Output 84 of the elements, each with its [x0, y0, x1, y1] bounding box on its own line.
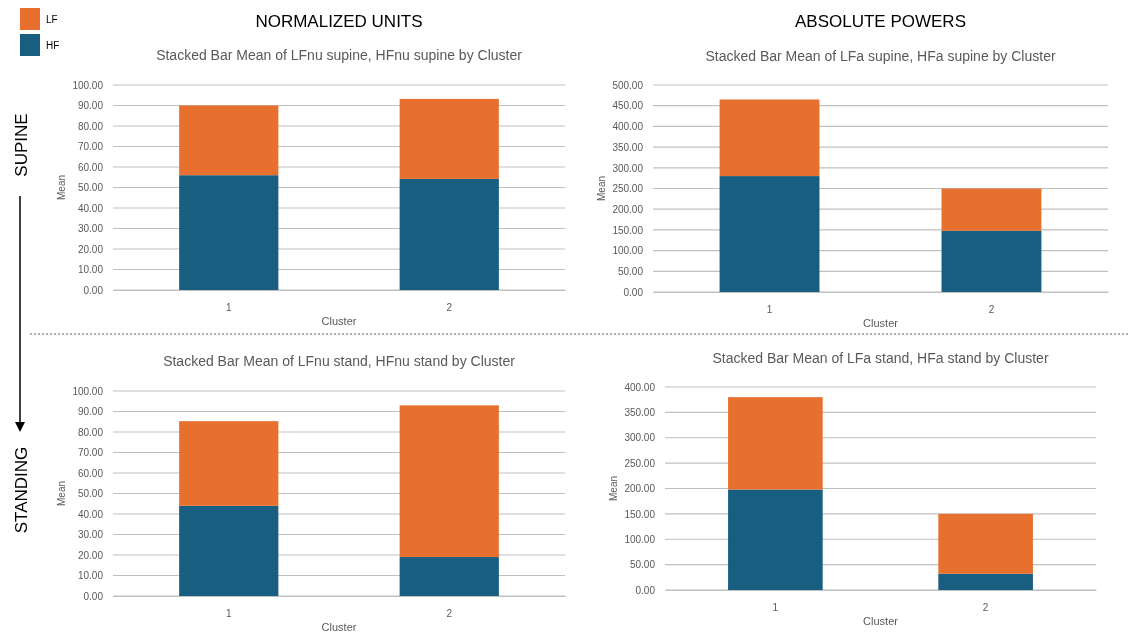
- bar: [728, 489, 823, 590]
- text: STANDING: [12, 446, 31, 534]
- y-tick-label: 10.00: [77, 570, 104, 582]
- chart-title: Stacked Bar Mean of LFa stand, HFa stand by Cluster: [712, 350, 1049, 366]
- y-tick-label: 250.00: [624, 457, 656, 469]
- bar: [938, 573, 1033, 590]
- x-axis-title: Cluster: [863, 615, 899, 627]
- y-tick-label: 70.00: [77, 447, 104, 459]
- y-tick-label: 60.00: [77, 467, 104, 479]
- chart-title: Stacked Bar Mean of LFa supine, HFa supine by Cluster: [705, 48, 1056, 64]
- bar: [938, 513, 1033, 574]
- bar: [719, 176, 820, 292]
- x-tick-label: 1: [225, 608, 232, 620]
- y-tick-label: 20.00: [77, 549, 104, 561]
- y-tick-label: 30.00: [77, 223, 104, 235]
- y-tick-label: 100.00: [612, 245, 644, 257]
- legend-label: LF: [46, 14, 58, 25]
- text: NORMALIZED UNITS: [255, 12, 423, 31]
- y-tick-label: 30.00: [77, 529, 104, 541]
- y-tick-label: 0.00: [623, 286, 644, 298]
- bar: [179, 421, 279, 506]
- y-tick-label: 20.00: [77, 243, 104, 255]
- y-tick-label: 350.00: [624, 407, 656, 419]
- y-tick-label: 50.00: [77, 488, 104, 500]
- text: ABSOLUTE POWERS: [795, 12, 966, 31]
- y-tick-label: 40.00: [77, 202, 104, 214]
- y-tick-label: 90.00: [77, 100, 104, 112]
- bar: [179, 105, 279, 176]
- x-axis-title: Cluster: [863, 317, 899, 329]
- y-tick-label: 300.00: [612, 162, 644, 174]
- legend-label: HF: [46, 40, 60, 51]
- y-tick-label: 0.00: [635, 584, 656, 596]
- x-tick-label: 2: [446, 302, 453, 314]
- bar: [941, 230, 1042, 292]
- y-tick-label: 200.00: [624, 483, 656, 495]
- y-tick-label: 80.00: [77, 426, 104, 438]
- y-axis-title: Mean: [56, 480, 67, 507]
- y-tick-label: 10.00: [77, 264, 104, 276]
- x-tick-label: 2: [982, 602, 989, 614]
- bar: [728, 397, 823, 490]
- y-tick-label: 400.00: [612, 121, 644, 133]
- bar: [399, 405, 499, 558]
- text: SUPINE: [12, 113, 31, 177]
- y-tick-label: 150.00: [624, 508, 656, 520]
- y-tick-label: 50.00: [77, 182, 104, 194]
- bar: [179, 505, 279, 596]
- x-tick-label: 1: [225, 302, 232, 314]
- x-tick-label: 1: [766, 304, 773, 316]
- bar: [399, 98, 499, 179]
- y-tick-label: 60.00: [77, 161, 104, 173]
- x-axis-title: Cluster: [321, 621, 357, 633]
- bar: [399, 178, 499, 290]
- y-tick-label: 100.00: [72, 79, 104, 91]
- bar: [941, 188, 1042, 231]
- x-axis-title: Cluster: [321, 315, 357, 327]
- x-tick-label: 1: [772, 602, 779, 614]
- y-tick-label: 0.00: [83, 284, 104, 296]
- y-tick-label: 150.00: [612, 224, 644, 236]
- chart-title: Stacked Bar Mean of LFnu supine, HFnu supine by Cluster: [156, 47, 523, 63]
- y-tick-label: 300.00: [624, 432, 656, 444]
- y-tick-label: 400.00: [624, 381, 656, 393]
- bar: [179, 175, 279, 290]
- y-tick-label: 500.00: [612, 79, 644, 91]
- y-tick-label: 90.00: [77, 406, 104, 418]
- y-tick-label: 450.00: [612, 100, 644, 112]
- x-tick-label: 2: [446, 608, 453, 620]
- y-tick-label: 350.00: [612, 141, 644, 153]
- y-tick-label: 250.00: [612, 183, 644, 195]
- y-tick-label: 100.00: [72, 385, 104, 397]
- y-tick-label: 100.00: [624, 533, 656, 545]
- y-tick-label: 50.00: [629, 559, 656, 571]
- y-axis-title: Mean: [596, 175, 607, 202]
- bar: [399, 557, 499, 596]
- y-tick-label: 80.00: [77, 120, 104, 132]
- y-tick-label: 40.00: [77, 508, 104, 520]
- chart-title: Stacked Bar Mean of LFnu stand, HFnu stand by Cluster: [163, 353, 516, 369]
- y-axis-title: Mean: [608, 475, 619, 502]
- y-tick-label: 200.00: [612, 203, 644, 215]
- x-tick-label: 2: [988, 304, 995, 316]
- y-tick-label: 70.00: [77, 141, 104, 153]
- bar: [719, 99, 820, 177]
- y-axis-title: Mean: [56, 174, 67, 201]
- y-tick-label: 0.00: [83, 590, 104, 602]
- y-tick-label: 50.00: [617, 266, 644, 277]
